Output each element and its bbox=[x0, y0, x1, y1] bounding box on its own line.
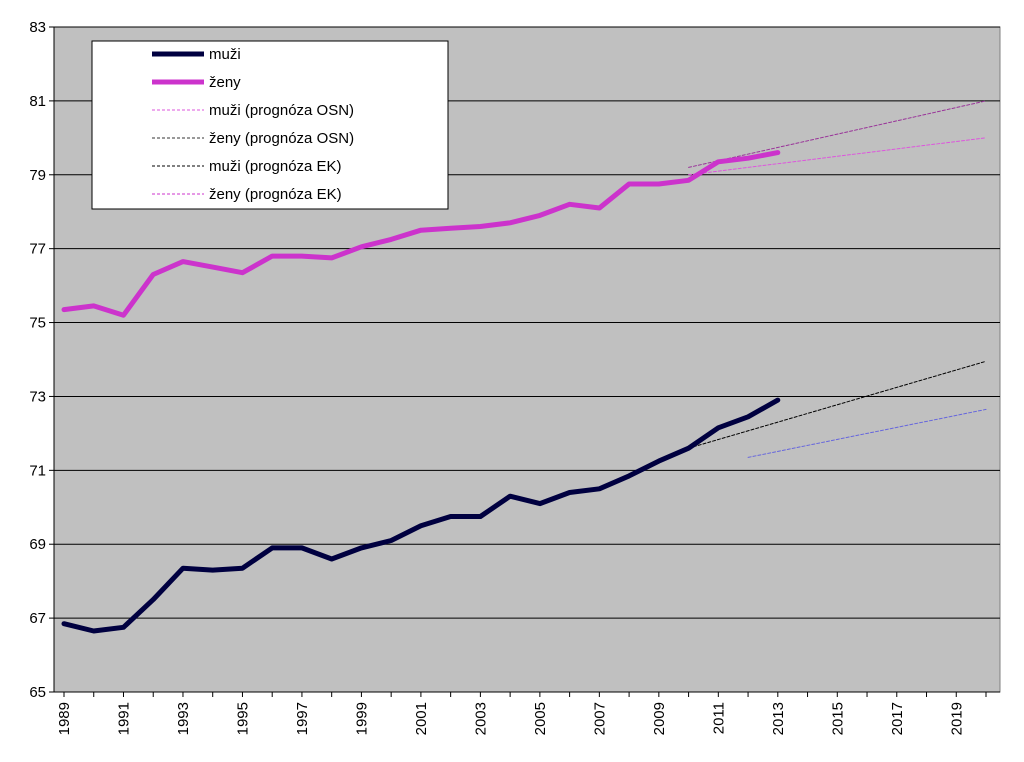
y-axis: 65 67 69 71 73 75 77 79 81 83 bbox=[29, 19, 55, 701]
x-tick-label: 2003 bbox=[472, 702, 489, 735]
x-tick-label: 2005 bbox=[532, 702, 549, 735]
series-line-2 bbox=[747, 408, 987, 458]
legend: muži ženy muži (prognóza OSN) ženy (prognóz… bbox=[91, 40, 449, 210]
series-line-1 bbox=[61, 150, 781, 318]
y-tick-label: 79 bbox=[29, 167, 46, 184]
y-tick-label: 83 bbox=[29, 19, 46, 36]
x-tick-label: 1993 bbox=[175, 702, 192, 735]
x-tick-label: 1991 bbox=[115, 702, 132, 735]
legend-label: ženy (prognóza EK) bbox=[209, 186, 342, 203]
x-tick-label: 2013 bbox=[770, 702, 787, 735]
x-axis: 1989 1991 1993 1995 1997 1999 2001 2003 2005 2007… bbox=[54, 691, 1000, 735]
x-tick-label: 2019 bbox=[948, 702, 965, 735]
legend-label: ženy bbox=[209, 74, 241, 91]
y-tick-label: 77 bbox=[29, 241, 46, 258]
x-tick-label: 2017 bbox=[889, 702, 906, 735]
series-line-3 bbox=[688, 137, 987, 176]
x-tick-label: 2009 bbox=[651, 702, 668, 735]
series-line-4 bbox=[688, 360, 987, 449]
x-tick-label: 1997 bbox=[294, 702, 311, 735]
y-tick-label: 75 bbox=[29, 315, 46, 332]
y-tick-label: 71 bbox=[29, 462, 46, 479]
legend-label: muži bbox=[209, 46, 241, 63]
legend-label: muži (prognóza EK) bbox=[209, 158, 342, 175]
legend-box bbox=[91, 40, 449, 210]
x-tick-label: 2015 bbox=[829, 702, 846, 735]
legend-label: muži (prognóza OSN) bbox=[209, 102, 354, 119]
y-tick-label: 69 bbox=[29, 536, 46, 553]
y-tick-label: 65 bbox=[29, 684, 46, 701]
x-tick-label: 1989 bbox=[56, 702, 73, 735]
y-tick-label: 67 bbox=[29, 610, 46, 627]
series-layer bbox=[61, 100, 987, 634]
series-line-5 bbox=[688, 100, 987, 168]
x-tick-label: 2007 bbox=[591, 702, 608, 735]
y-tick-label: 73 bbox=[29, 388, 46, 405]
x-tick-label: 2001 bbox=[413, 702, 430, 735]
legend-label: ženy (prognóza OSN) bbox=[209, 130, 354, 147]
y-tick-label: 81 bbox=[29, 93, 46, 110]
x-tick-label: 1999 bbox=[353, 702, 370, 735]
series-line-0 bbox=[61, 397, 781, 634]
x-tick-label: 2011 bbox=[710, 702, 727, 734]
x-tick-label: 1995 bbox=[234, 702, 251, 735]
